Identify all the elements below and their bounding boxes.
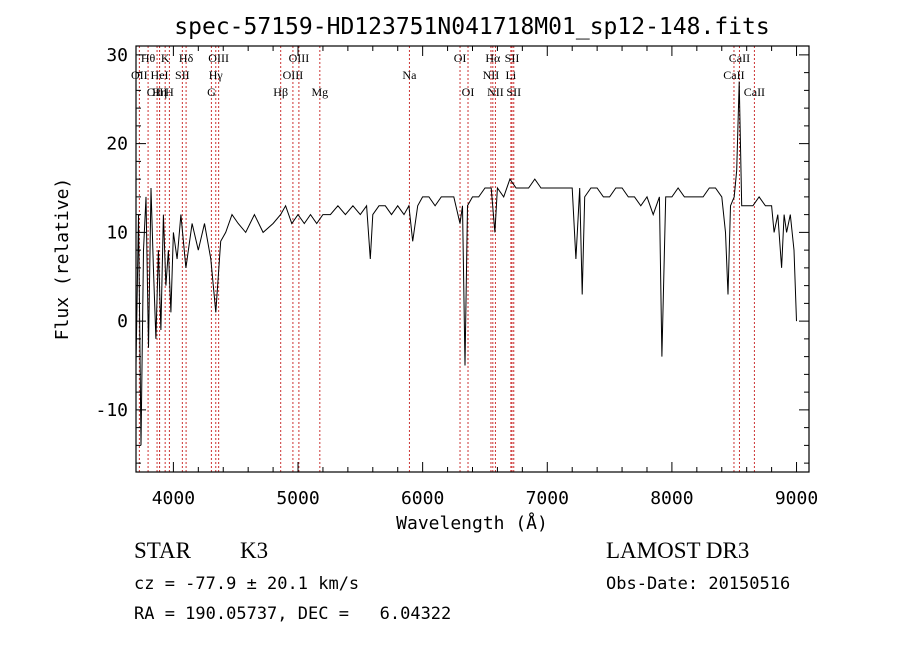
spectrum-series-line	[135, 81, 797, 446]
line-label-20: Hα	[485, 51, 501, 65]
line-label-18: OI	[462, 85, 475, 99]
line-label-17: OI	[454, 51, 467, 65]
line-label-11: OIII	[208, 51, 229, 65]
line-label-3: Hη	[152, 85, 167, 99]
line-label-16: Na	[402, 68, 417, 82]
line-label-19: NII	[483, 68, 500, 82]
object-subclass: K3	[240, 538, 269, 563]
line-label-0: OII	[131, 68, 148, 82]
line-label-22: Li	[506, 68, 517, 82]
redshift-value: cz = -77.9 ± 20.1 km/s	[134, 574, 360, 594]
line-label-6: H	[165, 85, 174, 99]
line-label-13: OIII	[283, 68, 304, 82]
line-label-2: OIII	[147, 85, 168, 99]
line-label-8: Hδ	[179, 51, 194, 65]
x-tick-label: 9000	[775, 488, 818, 509]
line-label-23: SII	[505, 51, 520, 65]
coordinates: RA = 190.05737, DEC = 6.04322	[134, 604, 452, 624]
object-class: STAR	[134, 538, 191, 563]
y-tick-label: 10	[106, 222, 128, 243]
chart-title: spec-57159-HD123751N041718M01_sp12-148.f…	[174, 14, 769, 40]
line-label-21: NII	[487, 85, 504, 99]
line-label-24: SII	[506, 85, 521, 99]
y-tick-label: 0	[117, 311, 128, 332]
survey-name: LAMOST DR3	[606, 538, 750, 563]
x-tick-label: 7000	[526, 488, 569, 509]
line-label-7: SII	[175, 68, 190, 82]
line-label-10: Hγ	[209, 68, 224, 82]
y-axis-label: Flux (relative)	[52, 178, 73, 341]
line-label-27: CaII	[744, 85, 765, 99]
x-axis-label: Wavelength (Å)	[396, 512, 548, 534]
line-label-14: OIII	[289, 51, 310, 65]
line-label-5: HeI	[151, 68, 169, 82]
line-label-1: Hθ	[141, 51, 156, 65]
line-label-25: CaII	[723, 68, 744, 82]
obs-date: Obs-Date: 20150516	[606, 574, 791, 594]
y-tick-label: 20	[106, 134, 128, 155]
spectral-line-labels: OIIHθOIIIHηKHeIHSIIHδGHγOIIIHβOIIIOIIIMg…	[131, 51, 765, 99]
x-tick-label: 8000	[650, 488, 693, 509]
line-label-26: CaII	[729, 51, 750, 65]
x-tick-label: 4000	[152, 488, 195, 509]
line-label-15: Mg	[311, 85, 328, 99]
line-label-12: Hβ	[273, 85, 288, 99]
x-axis-ticks: 4000 5000 6000 7000 8000 9000	[152, 46, 818, 509]
plot-frame	[135, 45, 810, 473]
y-tick-label: -10	[95, 400, 128, 421]
line-label-4: K	[161, 51, 170, 65]
y-axis-ticks: -10 0 10 20 30	[95, 45, 809, 464]
y-tick-label: 30	[106, 45, 128, 66]
spectral-line-markers	[138, 46, 755, 472]
x-tick-label: 6000	[401, 488, 444, 509]
line-label-9: G	[207, 85, 216, 99]
x-tick-label: 5000	[276, 488, 319, 509]
